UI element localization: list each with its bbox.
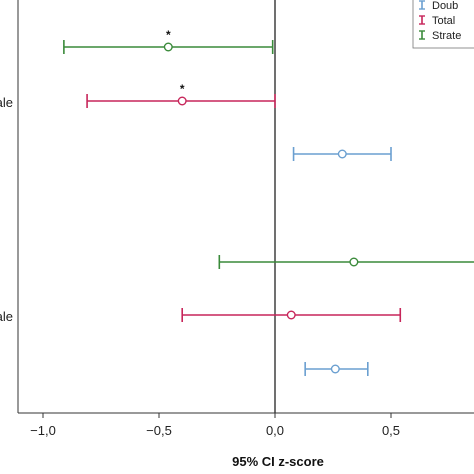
mean-point bbox=[163, 42, 173, 52]
x-tick-label: 0,0 bbox=[266, 423, 284, 438]
mean-point bbox=[349, 257, 359, 267]
group-label: ale bbox=[0, 309, 13, 324]
error-bar-total: * bbox=[86, 82, 276, 108]
x-tick-label: −1,0 bbox=[30, 423, 56, 438]
error-bar-strate bbox=[218, 255, 474, 269]
legend-entry-strate: Strate bbox=[419, 30, 461, 42]
mean-point bbox=[330, 364, 340, 374]
significance-marker: * bbox=[166, 28, 171, 42]
error-bar-total bbox=[181, 308, 402, 322]
legend-entry-doub: Doub bbox=[419, 0, 458, 12]
plot-area: ale ale * * bbox=[0, 0, 474, 413]
error-bar-strate: * bbox=[63, 28, 274, 54]
mean-point bbox=[177, 96, 187, 106]
legend: Doub Total Strate bbox=[412, 0, 474, 49]
legend-entry-total: Total bbox=[419, 15, 455, 27]
legend-label: Strate bbox=[432, 30, 461, 42]
x-tick-label: 0,5 bbox=[382, 423, 400, 438]
mean-point bbox=[286, 310, 296, 320]
significance-marker: * bbox=[180, 82, 185, 96]
x-tick-label: −0,5 bbox=[146, 423, 172, 438]
error-bar-doub bbox=[292, 147, 392, 161]
x-axis-title: 95% CI z-score bbox=[232, 454, 324, 469]
legend-label: Total bbox=[432, 15, 455, 27]
group-label: ale bbox=[0, 95, 13, 110]
mean-point bbox=[337, 149, 347, 159]
error-bar-doub bbox=[304, 362, 369, 376]
legend-label: Doub bbox=[432, 0, 458, 12]
x-axis: −1,0 −0,5 0,0 0,5 bbox=[18, 412, 474, 438]
